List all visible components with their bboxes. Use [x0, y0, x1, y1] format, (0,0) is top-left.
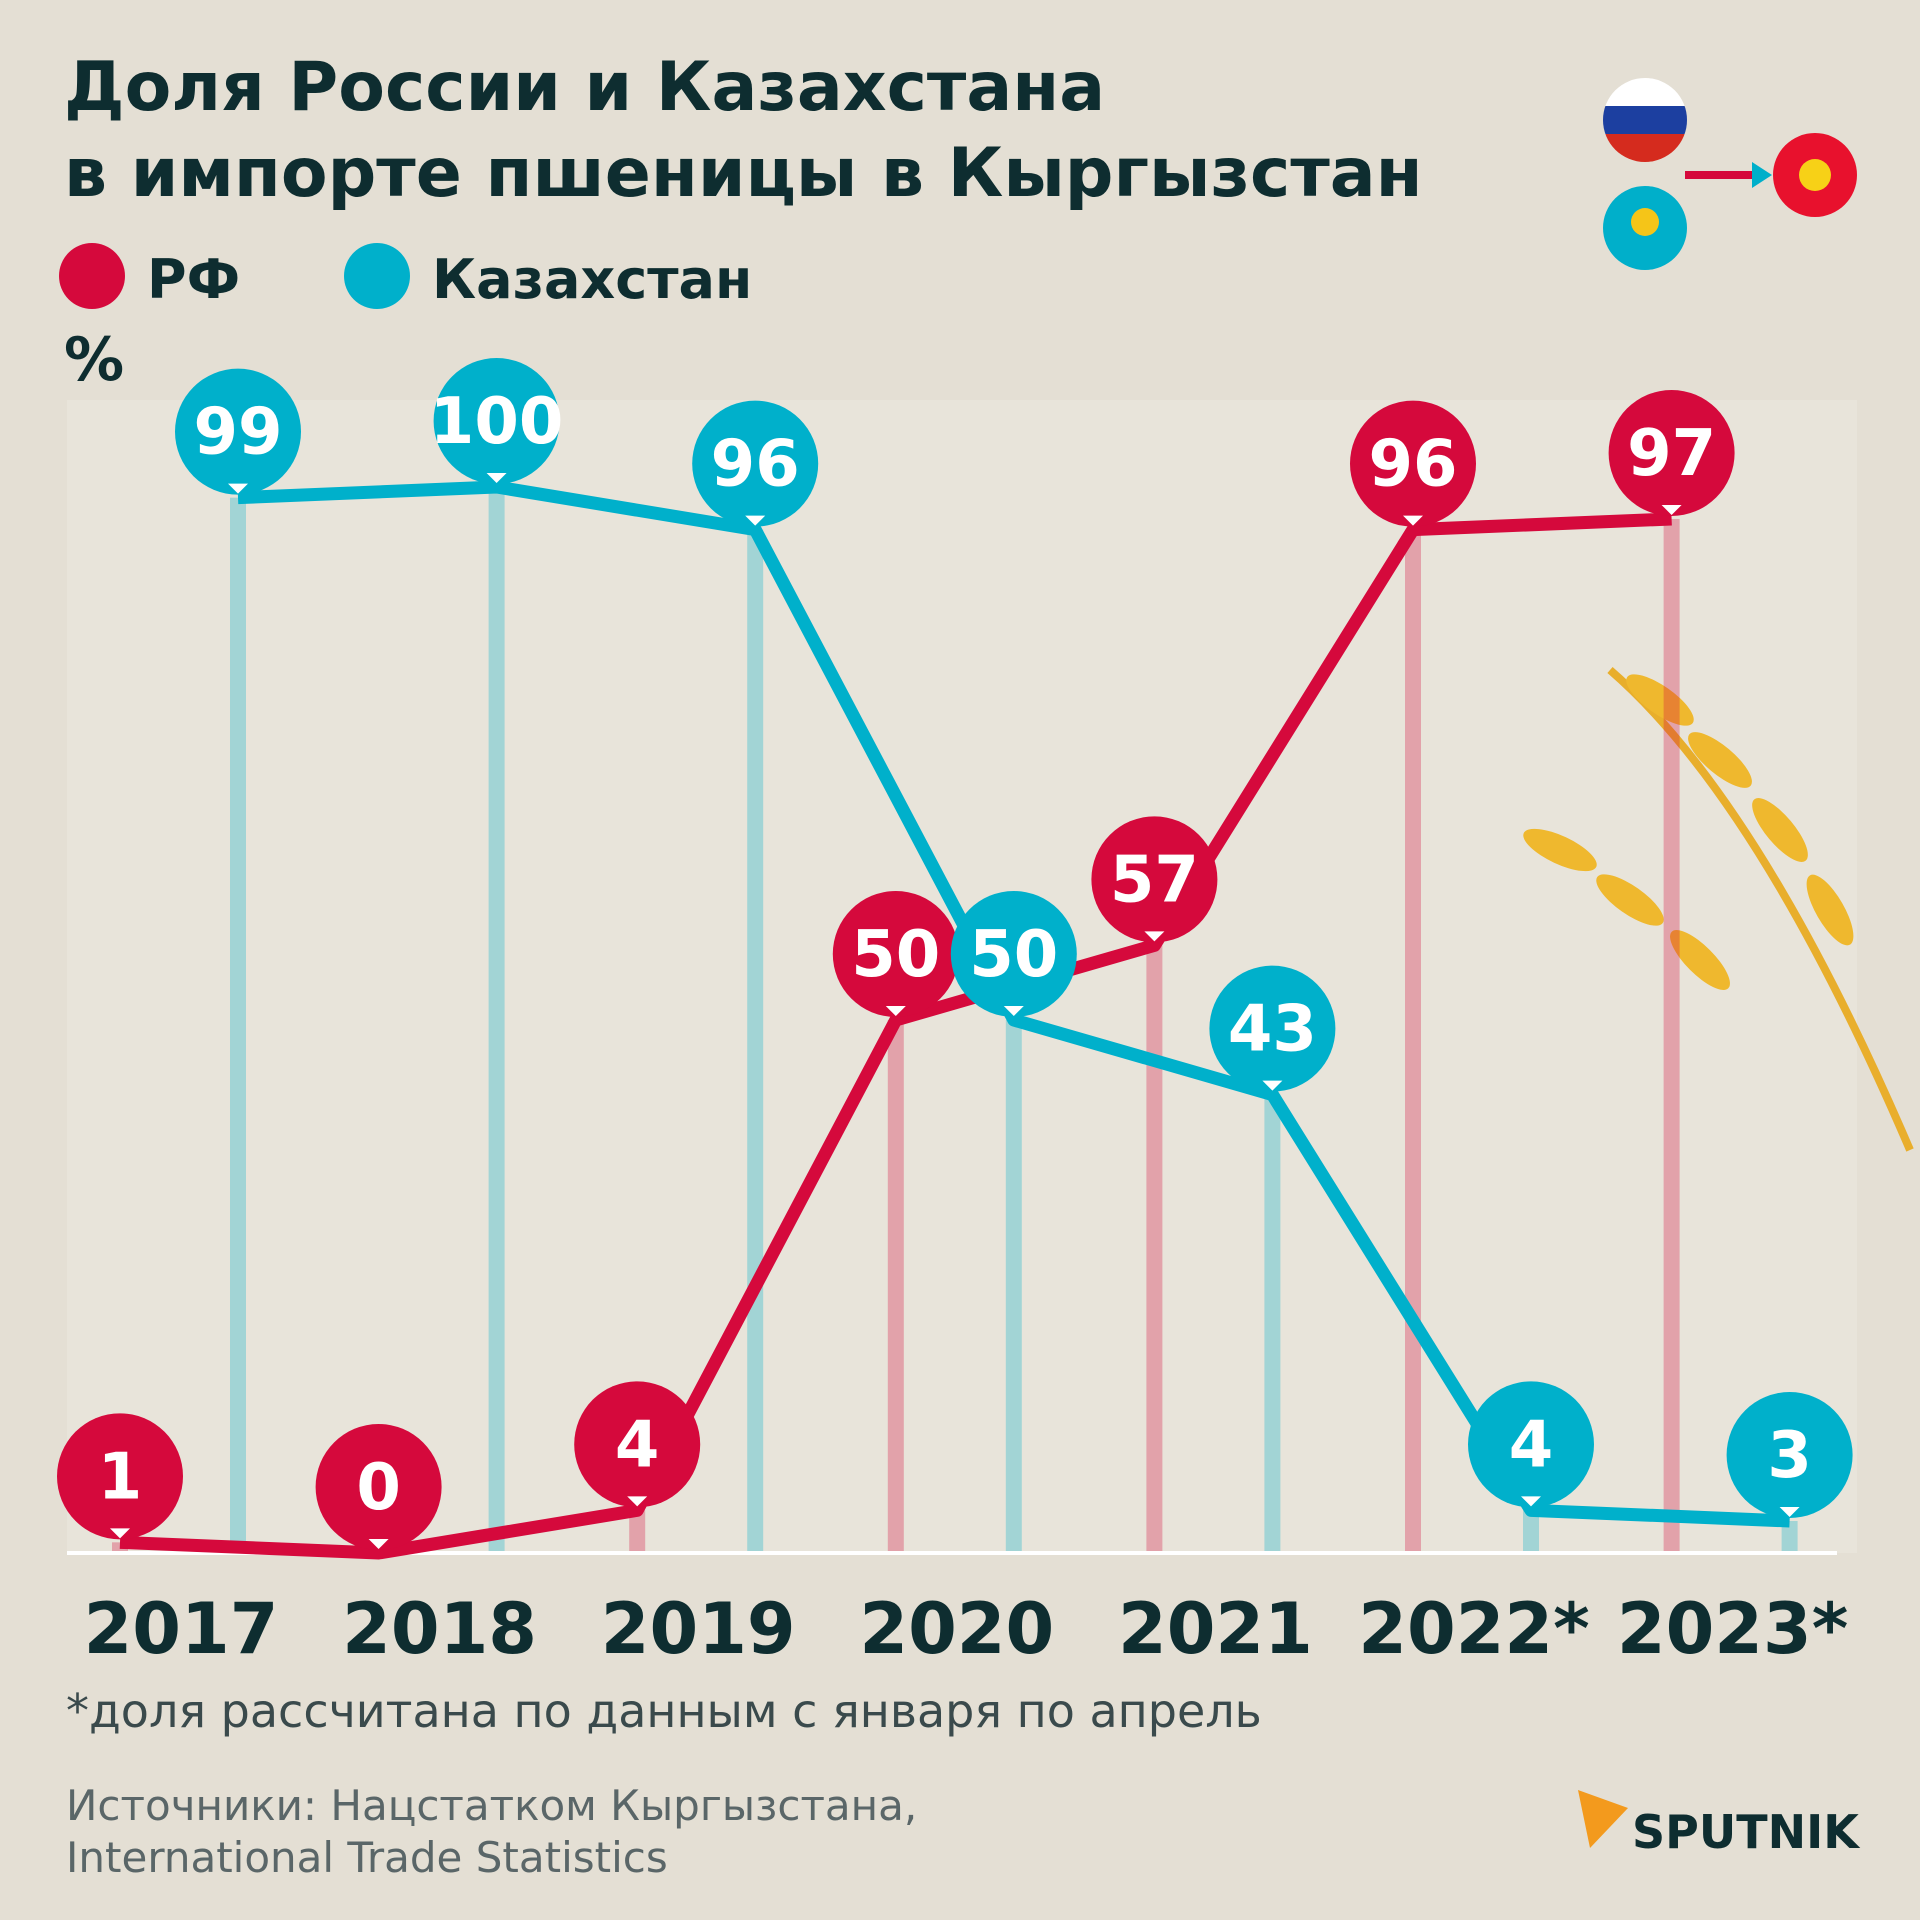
flags	[1603, 78, 1857, 270]
brand: SPUTNIK	[1632, 1805, 1861, 1859]
series-line	[119, 512, 1672, 1560]
bubble-pointer	[368, 1539, 389, 1549]
value-bubble	[433, 358, 560, 484]
bubble-pointer	[1262, 1080, 1283, 1091]
bubble-pointer	[228, 483, 248, 494]
bubble-pointer	[1144, 931, 1165, 942]
data-label: 50	[851, 918, 940, 992]
x-tick-label: 2022*	[1358, 1588, 1589, 1670]
value-bar	[1146, 945, 1163, 1553]
data-label: 57	[1110, 843, 1199, 917]
data-label: 1	[98, 1440, 143, 1514]
value-bubble	[1350, 400, 1476, 527]
x-tick-label: 2019	[601, 1588, 796, 1670]
logo-mark	[1578, 1790, 1628, 1848]
value-bubble	[692, 400, 819, 527]
value-bar	[887, 1020, 904, 1553]
legend-swatch	[59, 243, 125, 309]
value-bar	[629, 1510, 646, 1553]
value-bubble	[1608, 389, 1735, 516]
bubble-pointer	[885, 1006, 906, 1016]
data-label: 50	[969, 918, 1058, 992]
source: Источники: Нацстатком Кыргызстана,	[66, 1781, 917, 1830]
value-bubble	[1726, 1392, 1853, 1519]
value-bubble	[315, 1424, 442, 1550]
bubble-pointer	[627, 1496, 648, 1507]
value-bubble	[1468, 1381, 1594, 1508]
data-label: 0	[356, 1451, 401, 1525]
bubble-pointer	[1003, 1006, 1024, 1016]
value-bar	[1781, 1521, 1798, 1553]
value-bubble	[832, 891, 959, 1017]
legend-label: Казахстан	[432, 248, 752, 311]
bubble-pointer	[1521, 1496, 1541, 1507]
data-label: 96	[711, 428, 800, 502]
value-bar	[747, 529, 764, 1553]
data-label: 97	[1627, 417, 1716, 491]
value-bubble	[57, 1413, 183, 1540]
value-bar	[1264, 1094, 1281, 1553]
value-bubble	[175, 368, 301, 495]
legend-label: РФ	[147, 248, 240, 311]
value-bubble	[1209, 965, 1336, 1092]
bubble-pointer	[1403, 515, 1423, 526]
chart-title: в импорте пшеницы в Кыргызстан	[64, 134, 1423, 213]
data-label: 43	[1228, 993, 1317, 1067]
x-tick-label: 2018	[342, 1588, 537, 1670]
x-tick-label: 2020	[859, 1588, 1054, 1670]
chart-title: Доля России и Казахстана	[64, 48, 1105, 127]
source: International Trade Statistics	[66, 1833, 668, 1882]
value-bar	[1005, 1020, 1022, 1553]
value-bubble	[1091, 816, 1218, 943]
x-tick-label: 2021	[1118, 1588, 1313, 1670]
value-bar	[488, 487, 505, 1553]
value-bubble	[574, 1381, 701, 1508]
data-label: 3	[1767, 1419, 1812, 1493]
x-tick-label: 2023*	[1617, 1588, 1848, 1670]
bubble-pointer	[745, 515, 766, 526]
legend-swatch	[344, 243, 410, 309]
value-bar	[1405, 529, 1421, 1553]
y-axis-label: %	[64, 325, 124, 395]
bubble-pointer	[110, 1528, 130, 1539]
x-tick-label: 2017	[84, 1588, 279, 1670]
data-label: 99	[193, 396, 282, 470]
value-bubble	[950, 891, 1077, 1017]
wheat	[1523, 666, 1914, 1152]
bubble-pointer	[1661, 504, 1682, 515]
value-bar	[1663, 518, 1680, 1553]
value-bar	[230, 497, 246, 1553]
bubble-pointer	[486, 473, 507, 483]
data-label: 4	[615, 1408, 660, 1482]
data-label: 96	[1368, 428, 1457, 502]
series-line	[237, 480, 1790, 1528]
data-label: 4	[1509, 1408, 1554, 1482]
bubble-pointer	[1779, 1507, 1800, 1518]
footnote: *доля рассчитана по данным с января по а…	[66, 1684, 1262, 1738]
data-label: 100	[430, 385, 564, 459]
value-bar	[1523, 1510, 1539, 1553]
